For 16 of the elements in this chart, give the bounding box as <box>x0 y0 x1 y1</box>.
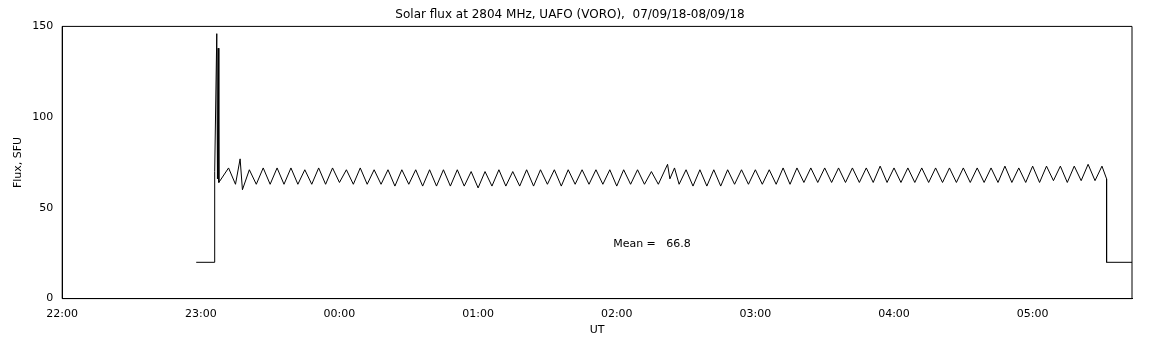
x-axis-title: UT <box>589 323 605 337</box>
x-tick-label: 00:00 <box>323 307 356 321</box>
chart-title: Solar flux at 2804 MHz, UAFO (VORO), 07/09/18-08/09/18 <box>395 7 745 22</box>
y-tick-label: 0 <box>46 291 54 305</box>
x-tick-label: 05:00 <box>1016 307 1049 321</box>
x-tick-label: 03:00 <box>739 307 772 321</box>
x-tick-label: 01:00 <box>462 307 494 321</box>
y-tick-label: 150 <box>32 19 54 33</box>
y-axis-title: Flux, SFU <box>11 136 25 189</box>
x-tick-label: 02:00 <box>600 307 633 321</box>
x-tick-label: 23:00 <box>184 307 217 321</box>
y-tick-label: 100 <box>32 109 54 123</box>
y-tick-label: 50 <box>39 200 54 214</box>
x-tick-label: 22:00 <box>46 307 79 321</box>
x-tick-label: 04:00 <box>878 307 910 321</box>
annotation: Mean = 66.8 <box>613 237 691 251</box>
